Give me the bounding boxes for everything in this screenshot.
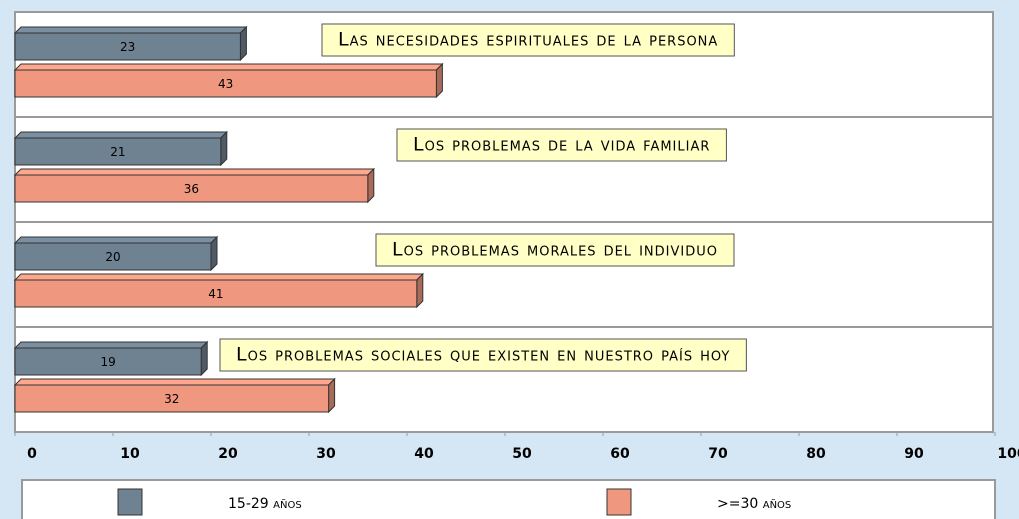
- bar: [13, 167, 376, 204]
- bar-side: [210, 235, 218, 272]
- data-label: 41: [208, 287, 223, 301]
- x-tick-label: 70: [708, 446, 728, 462]
- category-box: [321, 23, 735, 57]
- bar-side: [200, 340, 208, 377]
- bar-front: [14, 32, 241, 61]
- bar: [13, 272, 425, 309]
- x-tick-label: 40: [414, 446, 434, 462]
- bar: [13, 130, 229, 167]
- bar-top: [13, 168, 376, 176]
- x-tick-label: 80: [806, 446, 826, 462]
- data-label: 19: [100, 355, 115, 369]
- bar-top: [13, 63, 444, 71]
- data-label: 43: [218, 77, 233, 91]
- bar-side: [239, 25, 247, 62]
- legend-swatch: [606, 488, 632, 516]
- x-tick-label: 0: [27, 446, 37, 462]
- bar-front: [14, 279, 418, 308]
- bar-top: [13, 26, 248, 34]
- bar-front: [14, 242, 212, 271]
- bar-front: [14, 384, 330, 413]
- category-box: [375, 233, 735, 267]
- legend-swatch: [117, 488, 143, 516]
- data-label: 23: [120, 40, 135, 54]
- bar-front: [14, 69, 437, 98]
- category-label: Los problemas de la vida familiar: [413, 134, 710, 156]
- category-label: Las necesidades espirituales de la perso…: [338, 29, 718, 51]
- x-tick-label: 20: [218, 446, 238, 462]
- bar-side: [367, 167, 375, 204]
- bar-front: [14, 137, 222, 166]
- category-label: Los problemas sociales que existen en nu…: [236, 344, 730, 366]
- legend-label: >=30 años: [717, 496, 791, 512]
- x-tick-label: 100: [997, 446, 1019, 462]
- bar-top: [13, 273, 425, 281]
- bar-side: [435, 62, 443, 99]
- x-tick-label: 60: [610, 446, 630, 462]
- data-label: 36: [184, 182, 199, 196]
- bar-side: [416, 272, 424, 309]
- x-tick-label: 10: [120, 446, 140, 462]
- category-box: [219, 338, 747, 372]
- bar-top: [13, 131, 229, 139]
- data-label: 32: [164, 392, 179, 406]
- bar: [13, 235, 219, 272]
- bar: [13, 25, 248, 62]
- x-tick-label: 30: [316, 446, 336, 462]
- x-tick-label: 90: [904, 446, 924, 462]
- category-box: [396, 128, 727, 162]
- bar-top: [13, 378, 336, 386]
- bar-top: [13, 236, 219, 244]
- bar-top: [13, 341, 209, 349]
- legend-label: 15-29 años: [228, 496, 302, 512]
- data-label: 21: [110, 145, 125, 159]
- x-tick-label: 50: [512, 446, 532, 462]
- legend: [21, 479, 996, 519]
- bar: [13, 340, 209, 377]
- bar-side: [328, 377, 336, 414]
- bar: [13, 377, 336, 414]
- data-label: 20: [105, 250, 120, 264]
- category-label: Los problemas morales del individuo: [392, 239, 718, 261]
- bar-front: [14, 174, 369, 203]
- bar: [13, 62, 444, 99]
- bar-side: [220, 130, 228, 167]
- bar-front: [14, 347, 202, 376]
